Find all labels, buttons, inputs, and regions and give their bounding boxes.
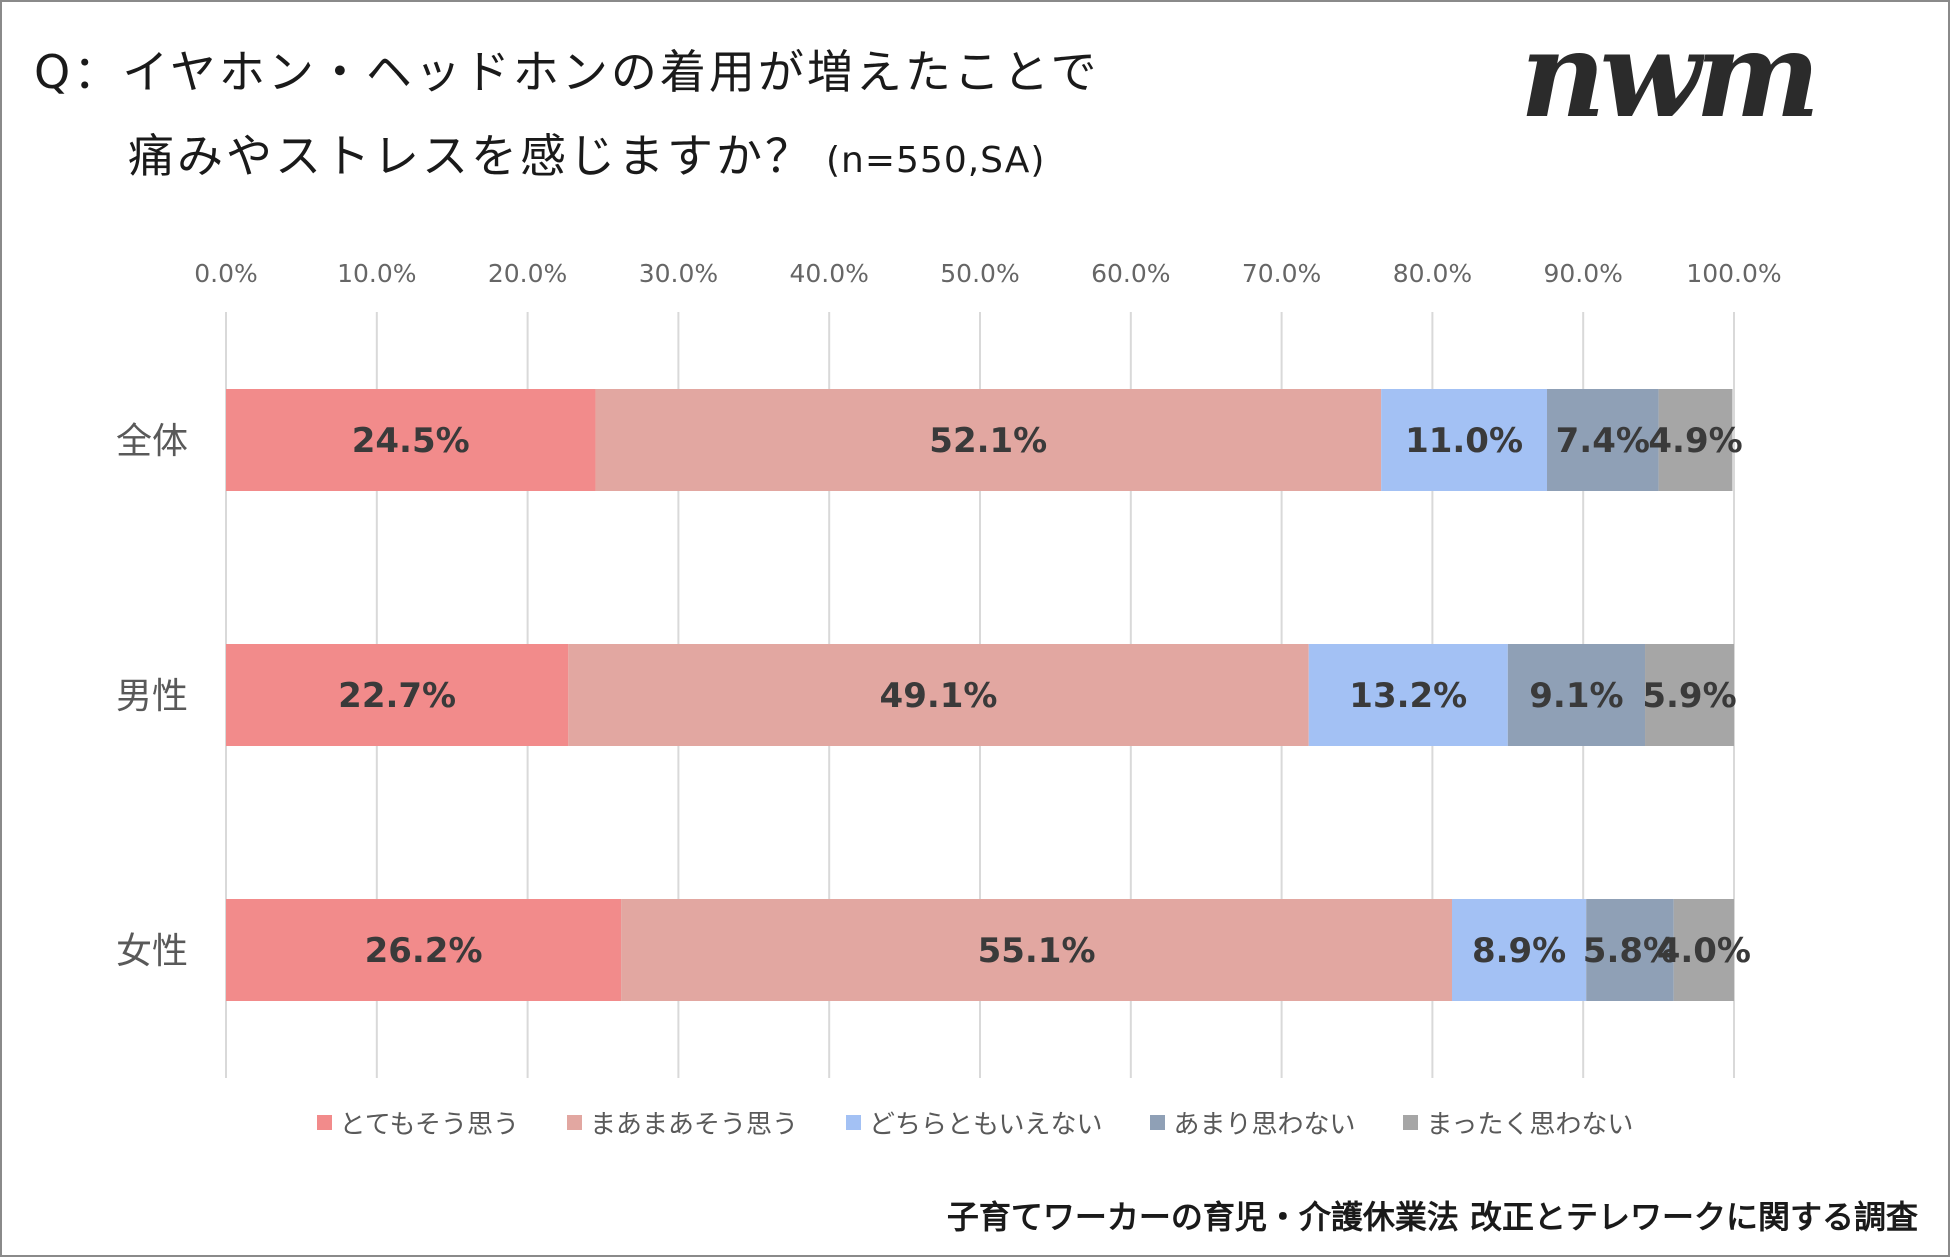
- bar-segment: [595, 389, 1382, 491]
- legend-swatch: [845, 1114, 861, 1130]
- x-tick-label: 50.0%: [940, 259, 1019, 288]
- x-tick-label: 0.0%: [194, 259, 258, 288]
- bar-segment: [1658, 389, 1733, 491]
- legend-item: とてもそう思う: [316, 1102, 519, 1142]
- legend-swatch: [566, 1114, 582, 1130]
- data-labels: 24.5% 52.1% 11.0% 7.4%4.9% 22.7% 49.1% 13.2% 9.…: [338, 421, 1751, 971]
- x-tick-label: 40.0%: [789, 259, 868, 288]
- nwm-logo: nwm: [1520, 5, 1820, 144]
- chart-title-question: 痛みやストレスを感じますか？: [128, 129, 814, 183]
- stacked-bar-chart: 0.0% 10.0% 20.0% 30.0% 40.0% 50.0% 60.0% 70.0% 8…: [116, 259, 1782, 1078]
- data-label: 24.5%: [352, 421, 470, 461]
- legend-label: どちらともいえない: [868, 1109, 1103, 1140]
- x-tick-label: 70.0%: [1242, 259, 1321, 288]
- legend-swatch: [1403, 1114, 1419, 1130]
- legend-item: あまり思わない: [1150, 1102, 1355, 1142]
- legend-item: まったく思わない: [1403, 1102, 1633, 1142]
- x-tick-label: 20.0%: [488, 259, 567, 288]
- bar-segment: [1547, 389, 1659, 491]
- data-label: 4.0%: [1657, 931, 1751, 971]
- legend-label: あまり思わない: [1173, 1109, 1356, 1140]
- legend-swatch: [1150, 1114, 1166, 1130]
- sample-size-note: (n=550,SA): [826, 140, 1046, 181]
- data-label: 26.2%: [365, 931, 483, 971]
- survey-source-footer: 子育てワーカーの育児・介護休業法 改正とテレワークに関する調査: [946, 1198, 1918, 1236]
- data-label: 13.2%: [1349, 676, 1467, 716]
- x-tick-label: 10.0%: [337, 259, 416, 288]
- x-tick-label: 90.0%: [1543, 259, 1622, 288]
- category-label: 全体: [116, 421, 188, 462]
- data-label: 22.7%: [338, 676, 456, 716]
- legend-label: とてもそう思う: [339, 1109, 519, 1140]
- category-label: 女性: [116, 931, 188, 972]
- chart-title-line2: 痛みやストレスを感じますか？ (n=550,SA): [128, 120, 1045, 186]
- chart-legend: とてもそう思う まあまあそう思う どちらともいえない あまり思わない まったく思わない: [0, 1102, 1950, 1142]
- data-label: 7.4%: [1556, 421, 1650, 461]
- legend-swatch: [316, 1114, 332, 1130]
- bar-segment: [1507, 644, 1646, 746]
- data-label: 4.9%: [1648, 421, 1742, 461]
- bar-segment: [226, 389, 596, 491]
- bar-segments: [226, 389, 1734, 1001]
- category-label: 男性: [116, 676, 188, 717]
- data-label: 11.0%: [1405, 421, 1523, 461]
- data-label: 9.1%: [1529, 676, 1623, 716]
- bar-segment: [1673, 899, 1734, 1001]
- data-label: 55.1%: [978, 931, 1096, 971]
- data-label: 49.1%: [880, 676, 998, 716]
- x-axis-ticks: 0.0% 10.0% 20.0% 30.0% 40.0% 50.0% 60.0% 70.0% 8…: [194, 259, 1781, 288]
- legend-item: まあまあそう思う: [566, 1102, 798, 1142]
- x-tick-label: 80.0%: [1393, 259, 1472, 288]
- legend-item: どちらともいえない: [845, 1102, 1103, 1142]
- data-label: 5.8%: [1583, 931, 1677, 971]
- x-tick-label: 60.0%: [1091, 259, 1170, 288]
- x-tick-label: 30.0%: [639, 259, 718, 288]
- bar-segment: [226, 899, 622, 1001]
- legend-label: まったく思わない: [1426, 1109, 1634, 1140]
- bar-segment: [1645, 644, 1734, 746]
- chart-title-line1: Q：イヤホン・ヘッドホンの着用が増えたことで: [34, 45, 1100, 99]
- data-label: 5.9%: [1642, 676, 1736, 716]
- data-label: 52.1%: [929, 421, 1047, 461]
- bar-segment: [1381, 389, 1548, 491]
- bar-segment: [568, 644, 1309, 746]
- bar-segment: [1308, 644, 1508, 746]
- x-tick-label: 100.0%: [1686, 259, 1781, 288]
- bar-segment: [1452, 899, 1587, 1001]
- data-label: 8.9%: [1472, 931, 1566, 971]
- bar-segment: [226, 644, 569, 746]
- legend-label: まあまあそう思う: [589, 1109, 798, 1140]
- bar-segment: [1586, 899, 1674, 1001]
- bar-segment: [621, 899, 1453, 1001]
